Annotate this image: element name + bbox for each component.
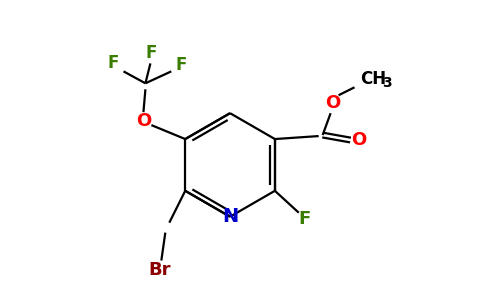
Text: F: F — [146, 44, 157, 62]
Text: 3: 3 — [382, 76, 392, 90]
Text: O: O — [351, 131, 366, 149]
Text: N: N — [222, 207, 238, 226]
Text: CH: CH — [361, 70, 387, 88]
Text: O: O — [325, 94, 340, 112]
Text: F: F — [299, 210, 311, 228]
Text: F: F — [108, 54, 119, 72]
Text: O: O — [136, 112, 151, 130]
Text: Br: Br — [148, 261, 170, 279]
Text: F: F — [176, 56, 187, 74]
